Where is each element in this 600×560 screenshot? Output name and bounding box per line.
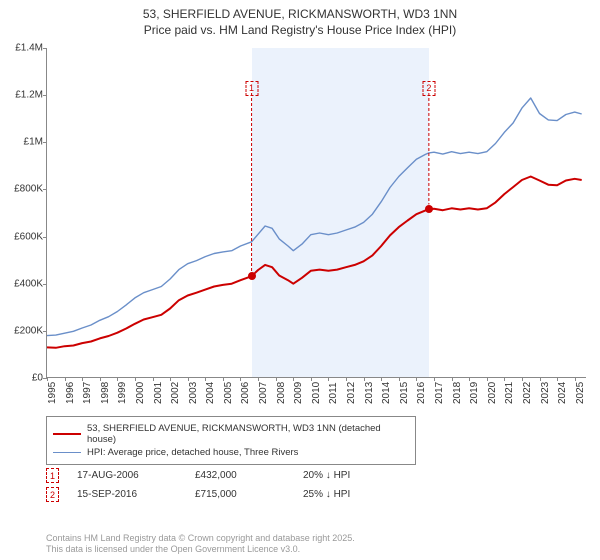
legend-swatch — [53, 433, 81, 435]
x-axis-tick-label: 2025 — [575, 382, 586, 404]
transaction-marker-callout: 2 — [422, 78, 435, 96]
legend-label: 53, SHERFIELD AVENUE, RICKMANSWORTH, WD3… — [87, 423, 409, 445]
legend-label: HPI: Average price, detached house, Thre… — [87, 447, 298, 458]
x-axis-tick-label: 2000 — [135, 382, 146, 404]
x-axis-tick-label: 2009 — [293, 382, 304, 404]
transaction-price: £715,000 — [195, 489, 285, 500]
y-axis-tick-label: £800K — [5, 184, 43, 195]
transaction-vs-hpi: 20% ↓ HPI — [303, 470, 403, 481]
x-axis-tick-label: 2011 — [328, 382, 339, 404]
legend-item: HPI: Average price, detached house, Thre… — [53, 447, 409, 458]
transactions-table: 1 17-AUG-2006 £432,000 20% ↓ HPI 2 15-SEP-201… — [46, 464, 566, 506]
legend: 53, SHERFIELD AVENUE, RICKMANSWORTH, WD3… — [46, 416, 416, 465]
x-axis-tick-label: 2023 — [540, 382, 551, 404]
plot-area: £0£200K£400K£600K£800K£1M£1.2M£1.4M19951… — [46, 48, 586, 378]
chart-area: £0£200K£400K£600K£800K£1M£1.2M£1.4M19951… — [46, 48, 586, 378]
x-axis-tick-label: 2004 — [205, 382, 216, 404]
series-hpi — [47, 98, 582, 336]
series-svg — [47, 48, 587, 378]
x-axis-tick-label: 2024 — [557, 382, 568, 404]
transaction-date: 15-SEP-2016 — [77, 489, 177, 500]
title-line-1: 53, SHERFIELD AVENUE, RICKMANSWORTH, WD3… — [0, 6, 600, 22]
footer-attribution: Contains HM Land Registry data © Crown c… — [46, 533, 355, 556]
footer-line-2: This data is licensed under the Open Gov… — [46, 544, 355, 556]
transaction-price: £432,000 — [195, 470, 285, 481]
x-axis-tick-label: 2006 — [240, 382, 251, 404]
chart-title: 53, SHERFIELD AVENUE, RICKMANSWORTH, WD3… — [0, 0, 600, 38]
transaction-vs-hpi: 25% ↓ HPI — [303, 489, 403, 500]
x-axis-tick-label: 1997 — [82, 382, 93, 404]
x-axis-tick-label: 2022 — [522, 382, 533, 404]
x-axis-tick-label: 2002 — [170, 382, 181, 404]
x-axis-tick-label: 2013 — [364, 382, 375, 404]
footer-line-1: Contains HM Land Registry data © Crown c… — [46, 533, 355, 545]
x-axis-tick-label: 2012 — [346, 382, 357, 404]
x-axis-tick-label: 1995 — [47, 382, 58, 404]
y-axis-tick-label: £0 — [5, 373, 43, 384]
x-axis-tick-label: 2007 — [258, 382, 269, 404]
y-axis-tick-label: £200K — [5, 325, 43, 336]
y-axis-tick-label: £1.4M — [5, 43, 43, 54]
transaction-marker-dot — [248, 272, 256, 280]
x-axis-tick-label: 2020 — [487, 382, 498, 404]
transaction-row-marker: 2 — [46, 487, 59, 502]
x-axis-tick-label: 2021 — [504, 382, 515, 404]
transaction-row-marker: 1 — [46, 468, 59, 483]
x-axis-tick-label: 2008 — [276, 382, 287, 404]
x-axis-tick-label: 2019 — [469, 382, 480, 404]
x-axis-tick-label: 2016 — [416, 382, 427, 404]
transaction-marker-callout: 1 — [245, 78, 258, 96]
title-line-2: Price paid vs. HM Land Registry's House … — [0, 22, 600, 38]
x-axis-tick-label: 2014 — [381, 382, 392, 404]
x-axis-tick-label: 1996 — [65, 382, 76, 404]
transaction-date: 17-AUG-2006 — [77, 470, 177, 481]
x-axis-tick-label: 2010 — [311, 382, 322, 404]
legend-item: 53, SHERFIELD AVENUE, RICKMANSWORTH, WD3… — [53, 423, 409, 445]
legend-swatch — [53, 452, 81, 453]
x-axis-tick-label: 2001 — [153, 382, 164, 404]
y-axis-tick-label: £600K — [5, 231, 43, 242]
x-axis-tick-label: 2018 — [452, 382, 463, 404]
x-axis-tick-label: 2015 — [399, 382, 410, 404]
y-axis-tick-label: £400K — [5, 278, 43, 289]
x-axis-tick-label: 2017 — [434, 382, 445, 404]
x-axis-tick-label: 1999 — [117, 382, 128, 404]
series-price_paid — [47, 177, 582, 348]
transaction-marker-dot — [425, 205, 433, 213]
x-axis-tick-label: 2005 — [223, 382, 234, 404]
y-axis-tick-label: £1M — [5, 137, 43, 148]
x-axis-tick-label: 2003 — [188, 382, 199, 404]
x-axis-tick-label: 1998 — [100, 382, 111, 404]
y-axis-tick-label: £1.2M — [5, 90, 43, 101]
transaction-row: 1 17-AUG-2006 £432,000 20% ↓ HPI — [46, 468, 566, 483]
transaction-row: 2 15-SEP-2016 £715,000 25% ↓ HPI — [46, 487, 566, 502]
